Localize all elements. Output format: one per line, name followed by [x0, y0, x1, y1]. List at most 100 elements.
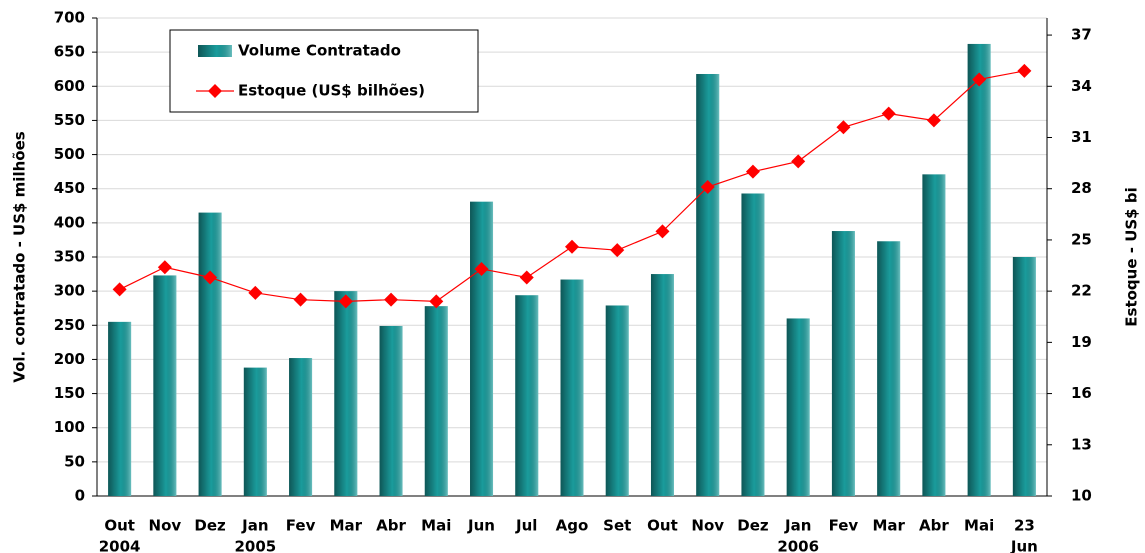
marker	[972, 72, 987, 87]
marker	[157, 260, 172, 275]
marker	[474, 261, 489, 276]
marker	[112, 282, 127, 297]
x-tick-label: Abr	[376, 517, 406, 535]
bar-shade	[334, 291, 358, 496]
bar-shade	[560, 279, 584, 496]
legend-box	[169, 29, 479, 113]
bar-shade	[696, 73, 720, 496]
y2-tick-label: 19	[1071, 333, 1092, 351]
x-tick-label: Mar	[872, 517, 905, 535]
x-tick-label: Mai	[421, 517, 451, 535]
y-axis-title: Vol. contratado - US$ milhões	[11, 131, 29, 382]
x-tick-sublabel: 2005	[234, 538, 276, 553]
x-tick-label: Fev	[286, 517, 316, 535]
x-tick-label: Dez	[737, 517, 769, 535]
x-tick-sublabel: Jun	[1010, 538, 1038, 553]
y-tick-label: 450	[54, 179, 85, 197]
x-tick-label: 23	[1014, 517, 1035, 535]
y-tick-label: 650	[54, 43, 85, 61]
legend-label: Volume Contratado	[238, 42, 401, 60]
marker	[203, 270, 218, 285]
y2-tick-label: 22	[1071, 282, 1092, 300]
bar-shade	[1012, 257, 1036, 496]
x-tick-label: Abr	[919, 517, 949, 535]
marker	[700, 180, 715, 195]
y2-tick-label: 25	[1071, 230, 1092, 248]
marker	[926, 113, 941, 128]
marker	[881, 106, 896, 121]
marker	[248, 285, 263, 300]
y2-tick-label: 28	[1071, 179, 1092, 197]
bar-shade	[605, 305, 629, 496]
bar-shade	[198, 212, 222, 496]
bar-shade	[877, 241, 901, 496]
legend-label: Estoque (US$ bilhões)	[238, 82, 425, 100]
marker	[519, 270, 534, 285]
y-tick-label: 350	[54, 248, 85, 266]
marker	[565, 239, 579, 254]
y-tick-label: 500	[54, 145, 85, 163]
marker	[293, 292, 308, 307]
bar-shade	[515, 295, 539, 496]
marker	[338, 294, 353, 309]
x-tick-label: Jan	[784, 517, 811, 535]
y-tick-label: 250	[54, 316, 85, 334]
bar-shade	[650, 274, 674, 496]
y2-tick-label: 13	[1071, 435, 1092, 453]
x-tick-sublabel: 2006	[777, 538, 819, 553]
marker	[610, 243, 625, 258]
y-tick-label: 400	[54, 213, 85, 231]
y2-tick-label: 16	[1071, 384, 1092, 402]
x-tick-label: Jan	[241, 517, 268, 535]
x-tick-label: Out	[104, 517, 135, 535]
marker	[745, 164, 760, 179]
y2-tick-label: 34	[1071, 77, 1092, 95]
x-tick-label: Mai	[964, 517, 994, 535]
y2-tick-label: 31	[1071, 128, 1092, 146]
y2-axis-title: Estoque - US$ bi	[1123, 187, 1141, 326]
x-tick-label: Out	[647, 517, 678, 535]
bar-shade	[243, 367, 267, 496]
x-tick-label: Set	[603, 517, 631, 535]
legend-marker	[208, 84, 222, 98]
bar-shade	[108, 321, 132, 496]
bar-shade	[153, 275, 177, 496]
y2-tick-label: 10	[1071, 487, 1092, 505]
bar-shade	[470, 201, 494, 496]
marker	[1017, 63, 1032, 78]
y-tick-label: 150	[54, 384, 85, 402]
marker	[791, 154, 806, 169]
y-tick-label: 0	[75, 487, 85, 505]
marker	[384, 292, 399, 307]
marker	[429, 294, 444, 309]
y-tick-label: 100	[54, 418, 85, 436]
bar-shade	[741, 193, 765, 496]
x-tick-sublabel: 2004	[99, 538, 141, 553]
x-tick-label: Jun	[467, 517, 495, 535]
x-tick-label: Jul	[515, 517, 537, 535]
bar-shade	[424, 306, 448, 496]
y-tick-label: 300	[54, 282, 85, 300]
y-tick-label: 50	[64, 452, 85, 470]
y-tick-label: 700	[54, 9, 85, 27]
bar-shade	[922, 174, 946, 497]
legend-swatch-shade	[198, 45, 232, 57]
y2-tick-label: 37	[1071, 26, 1092, 44]
x-tick-label: Fev	[829, 517, 859, 535]
y-tick-label: 600	[54, 77, 85, 95]
bar-shade	[831, 231, 855, 496]
x-tick-label: Ago	[556, 517, 589, 535]
bar-shade	[786, 318, 810, 496]
marker	[836, 120, 851, 135]
y-tick-label: 550	[54, 111, 85, 129]
x-tick-label: Nov	[691, 517, 724, 535]
x-tick-label: Dez	[194, 517, 226, 535]
y-tick-label: 200	[54, 350, 85, 368]
bar-shade	[379, 325, 403, 496]
x-tick-label: Nov	[149, 517, 182, 535]
bar-shade	[967, 43, 991, 496]
marker	[655, 224, 670, 239]
bar-shade	[289, 358, 313, 496]
x-tick-label: Mar	[330, 517, 363, 535]
